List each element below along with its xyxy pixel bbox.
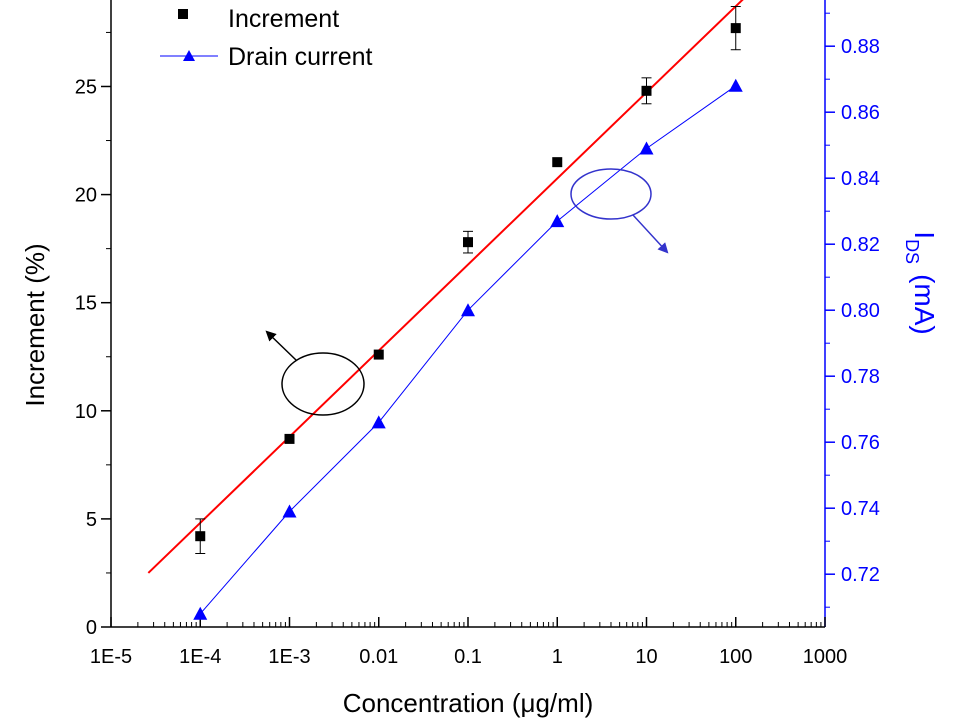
svg-text:IDS(mA): IDS (mA) <box>902 231 940 334</box>
y-left-tick-label: 0 <box>86 617 97 639</box>
x-tick-label: 1E-5 <box>90 646 132 668</box>
legend-increment-marker <box>178 9 188 19</box>
legend-drain-marker <box>183 50 195 61</box>
right-axis-annotation-arrow <box>632 214 669 254</box>
legend-increment-label: Increment <box>228 5 339 33</box>
y-right-tick-label: 0.86 <box>841 102 880 124</box>
drain-current-point <box>550 214 565 228</box>
y-left-tick-label: 10 <box>75 401 97 423</box>
y-right-tick-label: 0.82 <box>841 234 880 256</box>
y-right-axis-title: IDS (mA) <box>902 231 940 334</box>
points-layer <box>193 5 743 620</box>
increment-point <box>284 433 295 444</box>
y-left-tick-label: 5 <box>86 509 97 531</box>
drain-current-line <box>199 85 737 615</box>
y-right-tick-label: 0.74 <box>841 498 880 520</box>
y-right-tick-label: 0.88 <box>841 36 880 58</box>
increment-point <box>463 237 473 248</box>
increment-point <box>195 531 206 542</box>
left-axis-annotation-arrow <box>265 330 297 361</box>
y-left-tick-label: 20 <box>75 185 97 207</box>
y-left-tick-label: 15 <box>75 293 97 315</box>
ticks-layer: 1E-5 1E-4 1E-3 0.01 0.1 1 10 100 1000 0 5 10 15 20 25 0… <box>75 12 880 668</box>
increment-point <box>552 157 563 168</box>
x-tick-label: 0.01 <box>359 646 398 668</box>
right-axis-annotation-ellipse <box>570 168 652 220</box>
linear-fit-line <box>147 0 744 574</box>
left-axis-annotation-ellipse <box>281 352 365 416</box>
y-right-tick-label: 0.78 <box>841 366 880 388</box>
x-axis-title: Concentration (μg/ml) <box>343 688 594 718</box>
drain-current-point <box>639 141 654 155</box>
drain-current-point <box>371 415 386 429</box>
y-right-tick-label: 0.72 <box>841 564 880 586</box>
x-tick-label: 0.1 <box>454 646 482 668</box>
increment-point <box>730 23 741 34</box>
data-layer <box>147 0 744 574</box>
y-right-title-sub: DS <box>902 239 922 264</box>
drain-current-point <box>282 504 297 518</box>
y-right-title-unit: (mA) <box>909 274 940 335</box>
x-tick-label: 1 <box>552 646 563 668</box>
y-left-axis-title: Increment (%) <box>20 243 50 406</box>
legend: Increment Drain current <box>160 5 373 71</box>
y-right-tick-label: 0.84 <box>841 168 880 190</box>
x-tick-label: 1E-3 <box>268 646 310 668</box>
x-tick-label: 1E-4 <box>179 646 221 668</box>
y-right-tick-label: 0.80 <box>841 300 880 322</box>
increment-point <box>373 349 384 360</box>
drain-current-point <box>193 606 208 620</box>
drain-current-point <box>461 303 475 317</box>
x-tick-label: 10 <box>635 646 657 668</box>
x-tick-label: 100 <box>719 646 752 668</box>
x-tick-label: 1000 <box>803 646 848 668</box>
y-right-title-main: I <box>909 231 940 239</box>
increment-point <box>641 85 652 96</box>
legend-drain-label: Drain current <box>228 43 373 71</box>
y-left-tick-label: 25 <box>75 76 97 98</box>
drain-current-point <box>728 78 743 92</box>
y-right-tick-label: 0.76 <box>841 432 880 454</box>
